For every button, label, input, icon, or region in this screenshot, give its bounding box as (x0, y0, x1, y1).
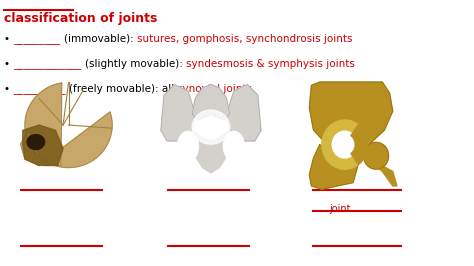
Text: __________: __________ (13, 84, 69, 94)
Text: sutures, gomphosis, synchondrosis joints: sutures, gomphosis, synchondrosis joints (137, 34, 352, 44)
Text: _________: _________ (13, 34, 64, 44)
Text: classification of joints: classification of joints (4, 12, 157, 25)
Text: (slightly movable):: (slightly movable): (84, 59, 186, 69)
Text: •: • (4, 34, 13, 44)
Text: •: • (4, 84, 13, 94)
Text: joint: joint (329, 204, 351, 214)
Text: •: • (4, 59, 13, 69)
Text: (immovable):: (immovable): (64, 34, 137, 44)
Text: _____________: _____________ (13, 59, 84, 69)
Text: (freely movable): all: (freely movable): all (69, 84, 177, 94)
Text: synovial joints: synovial joints (177, 84, 252, 94)
Text: syndesmosis & symphysis joints: syndesmosis & symphysis joints (186, 59, 355, 69)
